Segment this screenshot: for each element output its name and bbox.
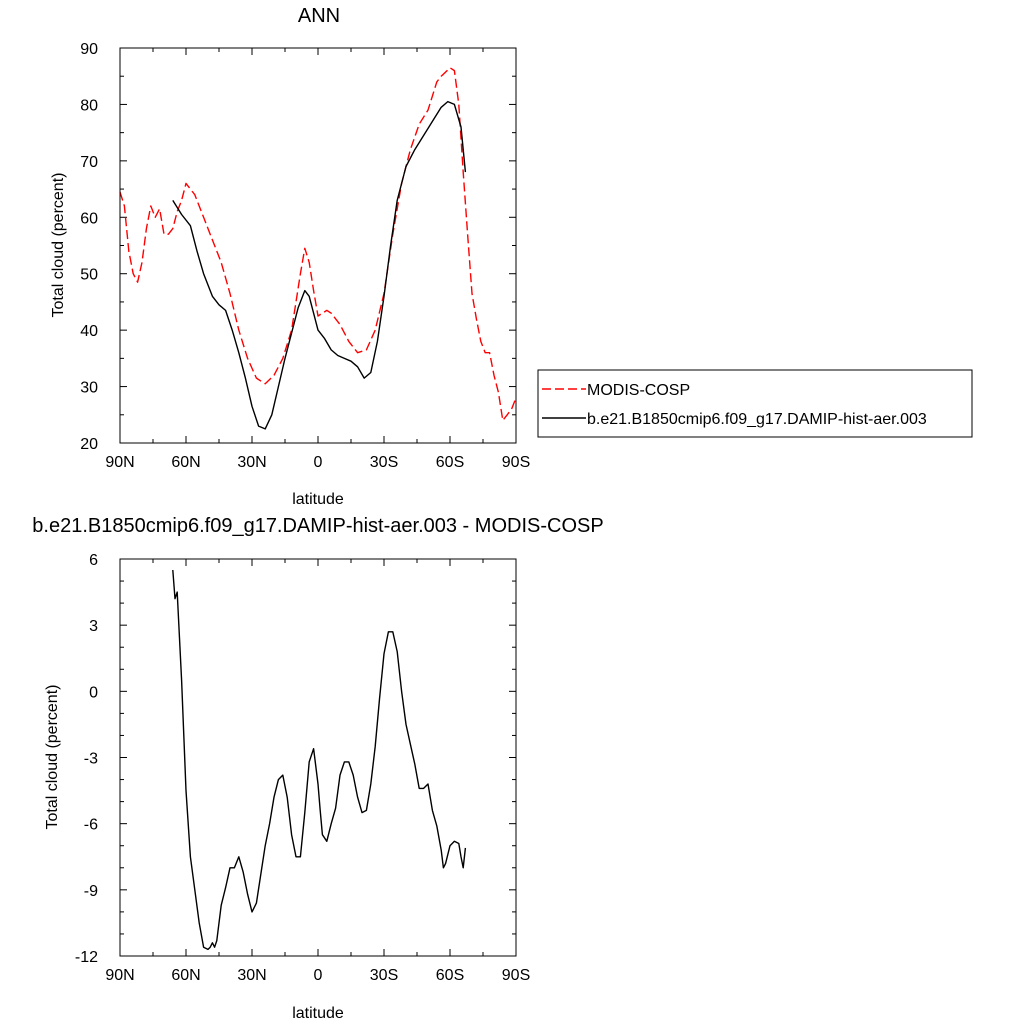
- legend-box: [537, 369, 973, 438]
- top-panel: ANN Total cloud (percent) latitude 90N 60…: [50, 5, 530, 508]
- y-tick-label: 60: [80, 210, 98, 227]
- top-plot-frame: [119, 47, 517, 444]
- x-tick-label: 60S: [436, 454, 464, 471]
- y-tick-label: 70: [80, 154, 98, 171]
- x-tick-label: 30S: [370, 454, 398, 471]
- difference-line: [172, 569, 467, 951]
- x-tick-label: 90N: [105, 454, 134, 471]
- bottom-x-axis-label: latitude: [292, 1005, 344, 1022]
- legend-label-modis: MODIS-COSP: [587, 382, 690, 399]
- x-tick-label: 0: [314, 454, 323, 471]
- y-tick-label: -6: [84, 817, 98, 834]
- y-tick-label: 20: [80, 436, 98, 453]
- y-tick-label: 3: [89, 618, 98, 635]
- top-axis-ticks: [119, 47, 517, 444]
- y-tick-label: 0: [89, 684, 98, 701]
- y-tick-label: -3: [84, 751, 98, 768]
- x-tick-label: 30S: [370, 967, 398, 984]
- model-line: [172, 100, 467, 430]
- legend: MODIS-COSP b.e21.B1850cmip6.f09_g17.DAMI…: [537, 369, 973, 438]
- y-tick-label: 50: [80, 267, 98, 284]
- bottom-plot-frame: [119, 558, 517, 957]
- x-tick-label: 0: [314, 967, 323, 984]
- x-tick-label: 30N: [237, 454, 266, 471]
- y-tick-label: 40: [80, 323, 98, 340]
- y-tick-label: 6: [89, 552, 98, 569]
- bottom-axis-ticks: [119, 558, 517, 957]
- y-tick-label: 30: [80, 380, 98, 397]
- x-tick-label: 60S: [436, 967, 464, 984]
- y-tick-label: 90: [80, 41, 98, 58]
- bottom-tick-labels: 90N 60N 30N 0 30S 60S 90S -12 -9 -6 -3 0 3 6: [75, 552, 530, 984]
- top-tick-labels: 90N 60N 30N 0 30S 60S 90S 20 30 40 50 60 70 80 90: [80, 41, 530, 471]
- y-tick-label: -9: [84, 883, 98, 900]
- x-tick-label: 90S: [502, 967, 530, 984]
- x-tick-label: 90S: [502, 454, 530, 471]
- x-tick-label: 30N: [237, 967, 266, 984]
- bottom-series-lines: [172, 569, 467, 951]
- x-tick-label: 90N: [105, 967, 134, 984]
- x-tick-label: 60N: [171, 454, 200, 471]
- y-tick-label: 80: [80, 97, 98, 114]
- bottom-y-axis-label: Total cloud (percent): [44, 685, 61, 830]
- bottom-chart-title: b.e21.B1850cmip6.f09_g17.DAMIP-hist-aer.…: [32, 515, 603, 537]
- legend-label-model: b.e21.B1850cmip6.f09_g17.DAMIP-hist-aer.…: [587, 411, 927, 428]
- top-series-lines: [119, 67, 517, 430]
- top-x-axis-label: latitude: [292, 491, 344, 508]
- x-tick-label: 60N: [171, 967, 200, 984]
- bottom-panel: b.e21.B1850cmip6.f09_g17.DAMIP-hist-aer.…: [32, 515, 603, 1022]
- top-chart-title: ANN: [298, 5, 340, 27]
- y-tick-label: -12: [75, 949, 98, 966]
- modis-cosp-line: [119, 67, 517, 422]
- top-y-axis-label: Total cloud (percent): [50, 173, 67, 318]
